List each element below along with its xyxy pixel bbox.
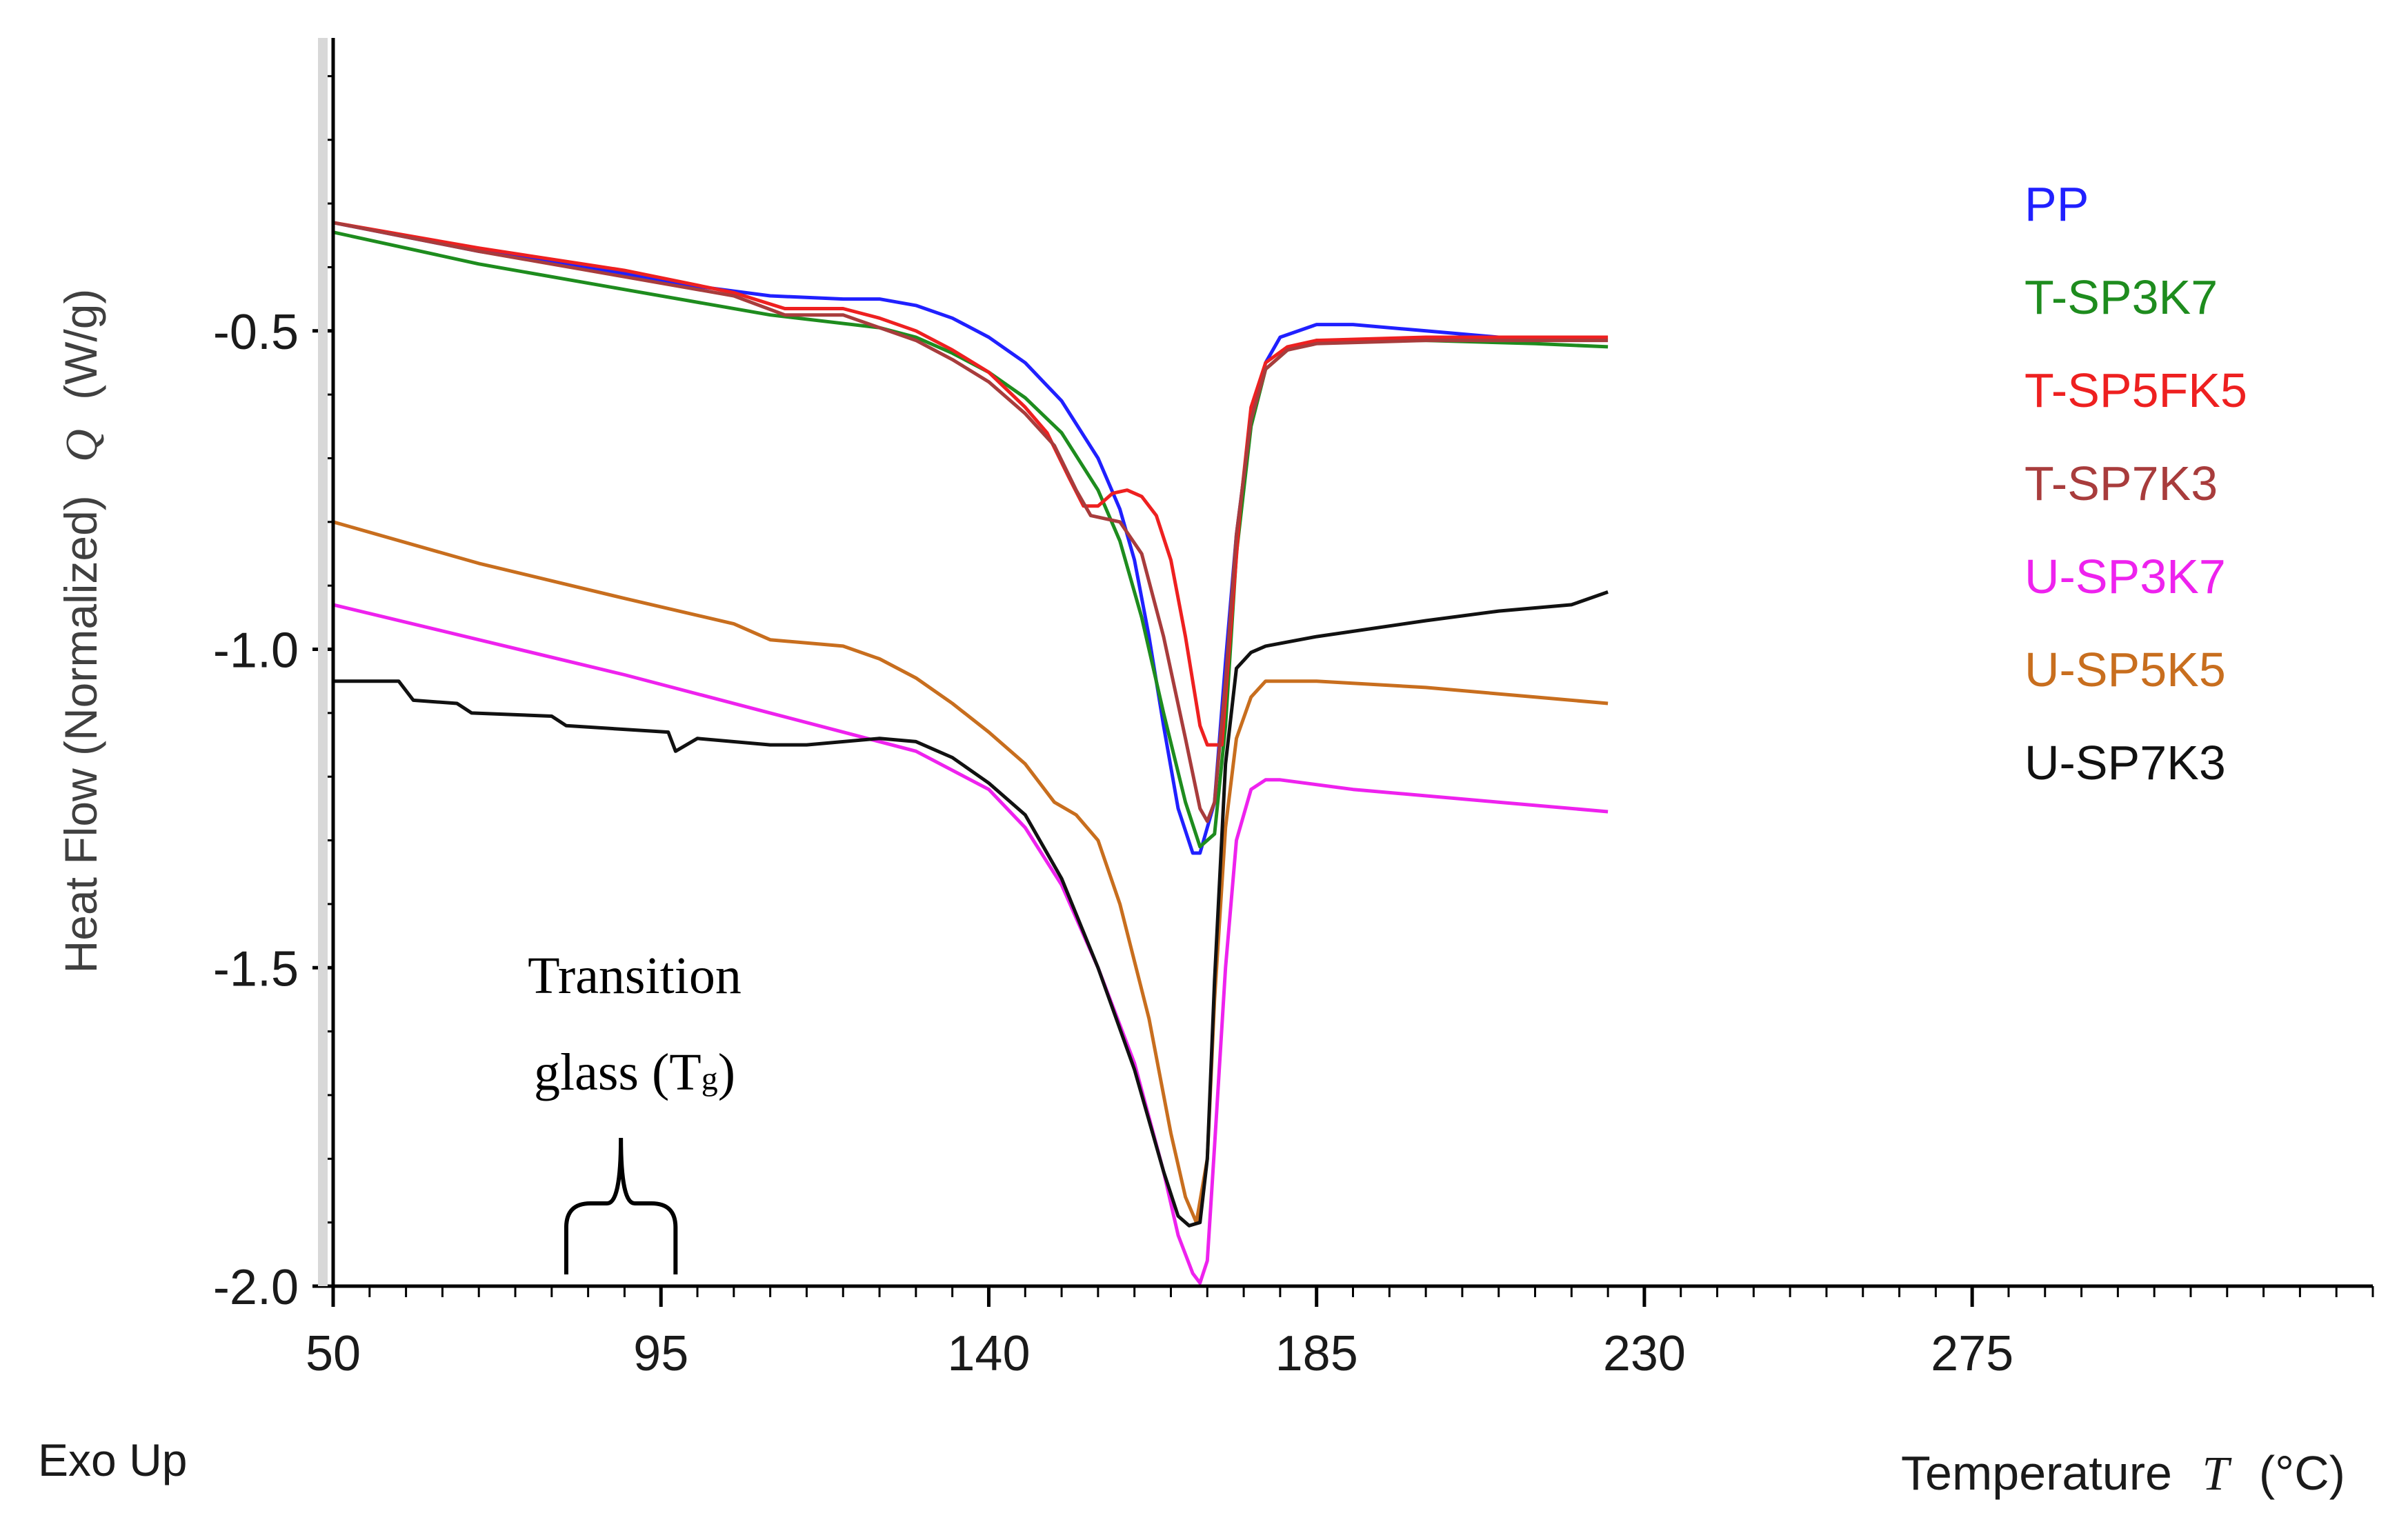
legend-item-t-sp3k7: T-SP3K7 [2024, 270, 2218, 324]
y-tick-label: -1.0 [213, 623, 299, 679]
y-axis-title-var: Q [57, 429, 107, 462]
x-axis-title-unit: (°C) [2259, 1446, 2345, 1500]
y-tick-label: -0.5 [213, 305, 299, 360]
x-tick-label: 50 [306, 1326, 361, 1381]
y-tick-label: -2.0 [213, 1260, 299, 1315]
series-line-t-sp7k3 [332, 221, 1609, 823]
legend-item-u-sp3k7: U-SP3K7 [2024, 550, 2226, 603]
x-tick-label: 230 [1603, 1326, 1686, 1381]
x-tick-label: 140 [947, 1326, 1030, 1381]
annotation-line2-end: ) [718, 1043, 735, 1101]
legend-item-t-sp7k3: T-SP7K3 [2024, 457, 2218, 510]
y-axis-scrollbar[interactable] [318, 38, 328, 1286]
annotation-line2: glass (Tg) [534, 1043, 735, 1101]
series-line-t-sp3k7 [332, 230, 1609, 849]
series-lines [332, 221, 1609, 1285]
x-tick-label: 95 [633, 1326, 688, 1381]
y-axis-title-unit: (W/g) [55, 289, 106, 400]
y-tick-label: -1.5 [213, 941, 299, 997]
annotation-subscript: g [701, 1061, 718, 1097]
annotation-line1: Transition [528, 947, 742, 1005]
x-axis-title: Temperature T (°C) [1901, 1446, 2345, 1501]
annotation-line2-main: glass (T [534, 1043, 701, 1101]
legend-item-u-sp5k5: U-SP5K5 [2024, 643, 2226, 697]
x-axis-title-text: Temperature [1901, 1446, 2172, 1500]
series-line-u-sp5k5 [332, 520, 1609, 1225]
x-tick-label: 275 [1931, 1326, 2013, 1381]
exo-up-label: Exo Up [38, 1434, 187, 1485]
series-line-pp [332, 221, 1535, 855]
glass-transition-annotation: Transition glass (Tg) [528, 947, 742, 1274]
y-axis-title: Heat Flow (Normalized) Q (W/g) [55, 289, 107, 974]
legend-item-u-sp7k3: U-SP7K3 [2024, 736, 2226, 790]
y-axis-title-text: Heat Flow (Normalized) [55, 495, 106, 973]
legend-item-pp: PP [2024, 177, 2089, 231]
x-axis-title-var: T [2202, 1448, 2232, 1501]
series-line-u-sp3k7 [332, 603, 1609, 1285]
y-tick-labels: -0.5 -1.0 -1.5 -2.0 [213, 305, 299, 1315]
legend: PP T-SP3K7 T-SP5FK5 T-SP7K3 U-SP3K7 U-SP5K5 U-… [2024, 177, 2247, 790]
legend-item-t-sp5fk5: T-SP5FK5 [2024, 363, 2247, 417]
x-tick-labels: 50 95 140 185 230 275 [306, 1326, 2013, 1381]
x-tick-label: 185 [1275, 1326, 1358, 1381]
series-line-t-sp5fk5 [332, 221, 1609, 747]
curly-brace-icon [564, 1137, 678, 1274]
series-line-u-sp7k3 [333, 590, 1609, 1228]
